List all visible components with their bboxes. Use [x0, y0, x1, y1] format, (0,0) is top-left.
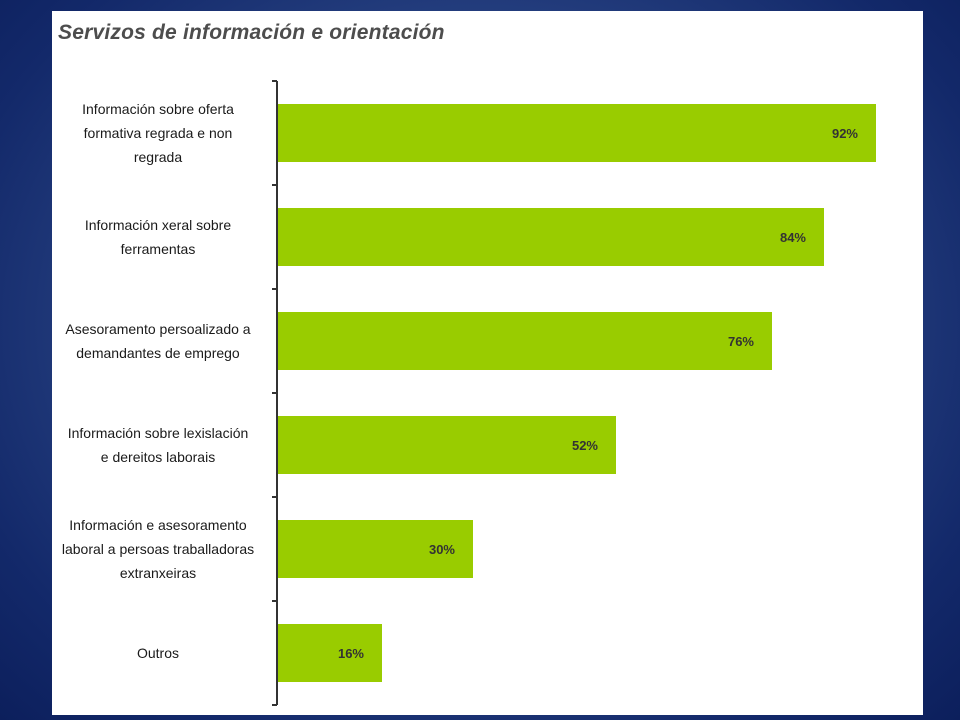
- category-label-1: Información sobre oferta formativa regrad…: [82, 101, 234, 165]
- category-label-line: laboral a persoas traballadoras: [62, 541, 254, 557]
- category-label-line: Información sobre oferta: [82, 101, 234, 117]
- category-label-line: extranxeiras: [120, 565, 196, 581]
- bar-value-label-4: 52%: [572, 438, 598, 453]
- category-label-line: regrada: [134, 149, 182, 165]
- category-label-line: e dereitos laborais: [101, 449, 215, 465]
- bar-value-label-5: 30%: [429, 542, 455, 557]
- category-label-6: Outros: [137, 645, 179, 661]
- category-label-line: Outros: [137, 645, 179, 661]
- chart-title: Servizos de información e orientación: [58, 21, 445, 44]
- category-label-2: Información xeral sobre ferramentas: [85, 217, 232, 257]
- bar-value-label-6: 16%: [338, 646, 364, 661]
- bar-value-label-3: 76%: [728, 334, 754, 349]
- category-label-line: Información e asesoramento: [69, 517, 247, 533]
- chart-panel: Servizos de información e orientación In…: [52, 11, 923, 715]
- bar-2: [278, 208, 824, 266]
- category-label-4: Información sobre lexislación e dereitos …: [68, 425, 249, 465]
- bar-value-label-1: 92%: [832, 126, 858, 141]
- category-label-line: demandantes de emprego: [76, 345, 240, 361]
- bar-3: [278, 312, 772, 370]
- bar-4: [278, 416, 616, 474]
- category-label-5: Información e asesoramento laboral a pers…: [62, 517, 254, 581]
- bar-chart: Información sobre oferta formativa regrad…: [62, 80, 876, 706]
- bar-6: [278, 624, 382, 682]
- category-label-line: Asesoramento persoalizado a: [65, 321, 250, 337]
- category-label-line: Información sobre lexislación: [68, 425, 249, 441]
- category-label-line: ferramentas: [121, 241, 196, 257]
- bar-1: [278, 104, 876, 162]
- category-label-line: Información xeral sobre: [85, 217, 232, 233]
- bar-value-label-2: 84%: [780, 230, 806, 245]
- category-label-line: formativa regrada e non: [84, 125, 233, 141]
- category-label-3: Asesoramento persoalizado a demandantes d…: [65, 321, 250, 361]
- bar-5: [278, 520, 473, 578]
